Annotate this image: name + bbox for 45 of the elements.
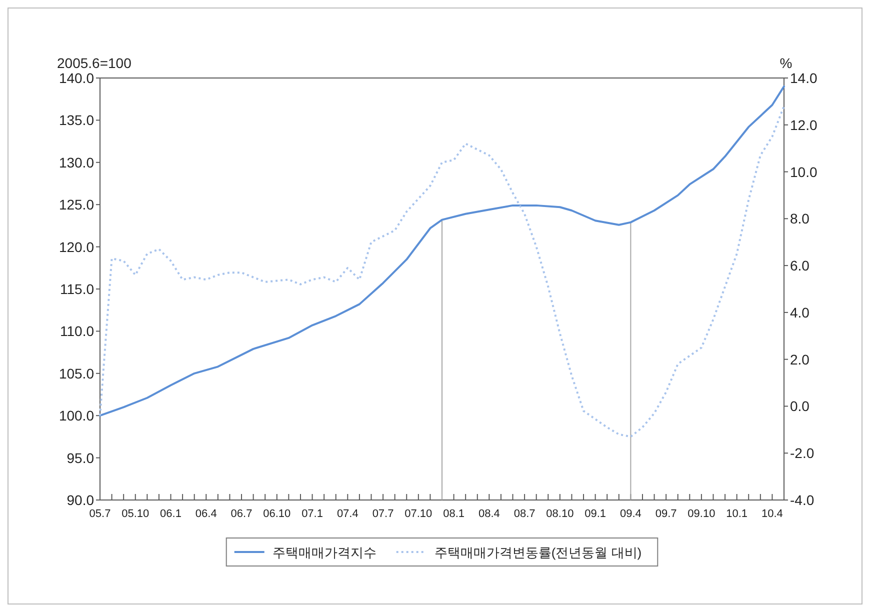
y2-tick-label: 10.0 [790,164,818,180]
x-tick-label: 09.4 [620,508,642,520]
legend-label: 주택매매가격변동률(전년동월 대비) [434,545,642,560]
x-tick-label: 07.4 [336,508,358,520]
y-tick-label: 125.0 [58,196,94,213]
y2-tick-label: 2.0 [790,351,810,368]
y2-tick-label: 6.0 [790,258,810,274]
y2-tick-label: 14.0 [790,70,818,86]
x-tick-label: 08.10 [546,508,574,520]
x-tick-label: 08.4 [478,508,500,520]
x-tick-label: 05.10 [122,508,150,520]
y-tick-label: 135.0 [58,112,94,128]
y-tick-label: 95.0 [66,450,94,466]
y-tick-label: 105.0 [58,365,94,382]
x-tick-label: 09.7 [655,508,677,520]
x-tick-label: 06.1 [160,508,182,520]
x-tick-label: 07.1 [302,508,323,520]
x-tick-label: 07.7 [372,508,394,520]
x-tick-label: 09.10 [688,508,716,520]
x-tick-label: 09.1 [584,508,606,520]
x-tick-label: 07.10 [404,508,432,520]
y2-tick-label: 0.0 [790,398,810,414]
y2-tick-label: -2.0 [790,445,814,462]
x-tick-label: 05.7 [89,508,111,520]
x-tick-label: 06.4 [195,508,217,520]
y2-axis-title: % [780,55,792,71]
y2-tick-label: -4.0 [790,492,814,508]
y2-tick-label: 4.0 [790,304,810,320]
y-tick-label: 115.0 [60,281,94,297]
legend-label: 주택매매가격지수 [272,545,376,560]
y-tick-label: 140.0 [58,70,94,86]
y-tick-label: 90.0 [66,492,94,508]
y-axis-title: 2005.6=100 [57,55,132,71]
y-tick-label: 120.0 [58,238,94,255]
y2-tick-label: 8.0 [790,210,810,227]
x-tick-label: 06.7 [230,508,252,520]
x-tick-label: 06.10 [263,508,291,520]
y-tick-label: 110.0 [60,323,94,340]
x-tick-label: 10.1 [726,508,748,520]
x-tick-label: 08.1 [443,508,465,520]
y-tick-label: 130.0 [58,154,94,170]
x-tick-label: 10.4 [761,508,783,520]
x-tick-label: 08.7 [514,508,536,520]
y-tick-label: 100.0 [58,408,94,424]
y2-tick-label: 12.0 [790,116,818,133]
